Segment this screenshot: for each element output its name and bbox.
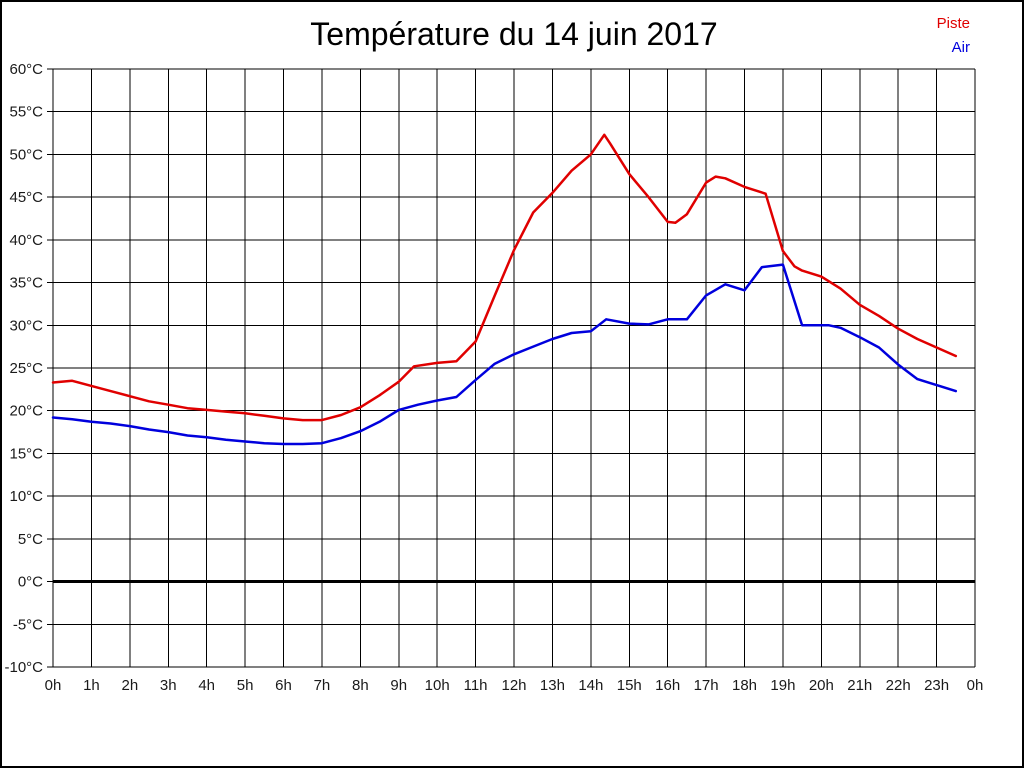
x-tick-label: 15h <box>617 677 642 694</box>
legend: Piste Air <box>937 12 970 60</box>
x-tick-label: 0h <box>967 677 984 694</box>
y-tick-label: 45°C <box>9 189 43 206</box>
y-tick-label: 5°C <box>18 531 43 548</box>
y-tick-label: 25°C <box>9 360 43 377</box>
y-tick-label: 40°C <box>9 232 43 249</box>
x-tick-label: 18h <box>732 677 757 694</box>
x-tick-label: 8h <box>352 677 369 694</box>
x-tick-label: 1h <box>83 677 100 694</box>
y-tick-label: 35°C <box>9 275 43 292</box>
x-tick-label: 7h <box>314 677 331 694</box>
x-tick-label: 4h <box>198 677 215 694</box>
y-tick-label: -5°C <box>13 616 43 633</box>
x-tick-label: 17h <box>694 677 719 694</box>
y-tick-label: -10°C <box>4 659 43 676</box>
x-tick-label: 3h <box>160 677 177 694</box>
y-tick-label: 55°C <box>9 104 43 121</box>
x-tick-label: 2h <box>121 677 138 694</box>
x-tick-label: 5h <box>237 677 254 694</box>
x-tick-label: 21h <box>847 677 872 694</box>
x-tick-label: 16h <box>655 677 680 694</box>
piste-line <box>51 133 958 422</box>
y-tick-label: 10°C <box>9 488 43 505</box>
x-tick-label: 13h <box>540 677 565 694</box>
x-tick-label: 0h <box>45 677 62 694</box>
x-tick-label: 10h <box>425 677 450 694</box>
x-tick-label: 9h <box>390 677 407 694</box>
y-tick-label: 15°C <box>9 445 43 462</box>
x-tick-label: 6h <box>275 677 292 694</box>
legend-item-air: Air <box>951 39 970 56</box>
x-tick-label: 11h <box>464 677 488 694</box>
chart-title: Température du 14 juin 2017 <box>310 16 718 52</box>
x-tick-label: 20h <box>809 677 834 694</box>
x-tick-label: 23h <box>924 677 949 694</box>
y-tick-label: 30°C <box>9 317 43 334</box>
air-line <box>51 263 958 446</box>
x-tick-label: 22h <box>886 677 911 694</box>
x-tick-label: 14h <box>578 677 603 694</box>
x-tick-label: 12h <box>501 677 526 694</box>
y-tick-label: 0°C <box>18 574 43 591</box>
y-tick-label: 20°C <box>9 403 43 420</box>
legend-item-piste: Piste <box>936 15 970 32</box>
x-tick-label: 19h <box>770 677 795 694</box>
y-tick-label: 60°C <box>9 61 43 78</box>
y-tick-label: 50°C <box>9 146 43 163</box>
